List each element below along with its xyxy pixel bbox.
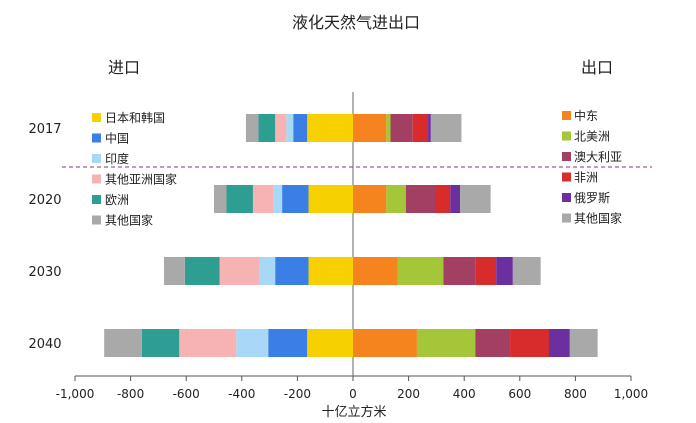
bar-export-segment (443, 257, 476, 285)
bar-export-segment (412, 114, 429, 142)
legend-swatch (562, 193, 571, 202)
bar-export-segment (428, 114, 431, 142)
bar-import-segment (258, 114, 276, 142)
legend-label: 印度 (105, 151, 129, 166)
category-label: 2017 (28, 122, 61, 137)
bar-export-segment (510, 329, 549, 357)
legend-swatch (562, 131, 571, 141)
bar-export-segment (386, 114, 391, 142)
bar-export-segment (569, 329, 598, 357)
bar-export-segment (353, 114, 387, 142)
bar-export-segment (416, 329, 476, 357)
bar-import-segment (104, 329, 142, 357)
bar-import-segment (307, 114, 353, 142)
bar-export-segment (386, 185, 406, 213)
bar-export-segment (475, 257, 497, 285)
x-tick-label: 600 (508, 387, 531, 401)
bar-import-segment (184, 257, 220, 285)
x-tick-label: -200 (284, 387, 311, 401)
bar-export-segment (353, 329, 417, 357)
bar-export-segment (430, 114, 462, 142)
x-tick-label: 0 (349, 387, 357, 401)
bar-import-segment (282, 185, 309, 213)
legend-label: 中东 (574, 108, 598, 123)
bar-import-segment (293, 114, 308, 142)
legend-label: 澳大利亚 (574, 150, 622, 164)
bar-import-segment (308, 185, 353, 213)
bar-export-segment (548, 329, 570, 357)
bar-import-segment (259, 257, 276, 285)
legend-label: 其他亚洲国家 (105, 172, 177, 187)
bar-export-segment (475, 329, 511, 357)
x-tick-label: 1,000 (614, 387, 648, 401)
x-tick-label: -1,000 (56, 387, 95, 401)
bar-import-segment (273, 185, 283, 213)
legend-label: 其他国家 (574, 211, 622, 226)
bar-import-segment (308, 257, 353, 285)
bar-import-segment (163, 257, 185, 285)
legend-swatch (92, 113, 101, 122)
legend-swatch (562, 213, 571, 223)
legend-swatch (562, 172, 571, 182)
bar-import-segment (226, 185, 253, 213)
bar-import-segment (268, 329, 308, 357)
bar-import-segment (275, 114, 287, 142)
chart-title: 液化天然气进出口 (292, 13, 420, 32)
bar-export-segment (460, 185, 491, 213)
legend-label: 俄罗斯 (574, 191, 610, 205)
legend-swatch (562, 111, 571, 120)
bar-import-segment (307, 329, 353, 357)
import-side-label: 进口 (108, 58, 140, 77)
bar-export-segment (397, 257, 444, 285)
export-side-label: 出口 (581, 58, 613, 77)
x-tick-label: -600 (173, 387, 200, 401)
bar-export-segment (353, 257, 398, 285)
x-tick-label: 200 (397, 387, 420, 401)
category-label: 2020 (28, 193, 61, 208)
x-tick-label: 400 (453, 387, 476, 401)
x-tick-label: -400 (228, 387, 255, 401)
legend-label: 其他国家 (105, 213, 153, 228)
legend-swatch (562, 152, 571, 161)
bar-export-segment (435, 185, 451, 213)
bar-export-segment (496, 257, 513, 285)
bar-export-segment (512, 257, 541, 285)
bar-export-segment (405, 185, 436, 213)
legend-swatch (92, 154, 101, 163)
bar-import-segment (141, 329, 180, 357)
plot-area: -1,000 -800 -600 -400 -200 0 200 400 600 800 1,000… (28, 92, 652, 401)
bar-import-segment (286, 114, 294, 142)
bar-import-segment (275, 257, 309, 285)
category-label: 2040 (28, 337, 61, 352)
x-tick-label: 800 (564, 387, 587, 401)
bar-import-segment (219, 257, 260, 285)
bar-import-segment (179, 329, 237, 357)
bar-import-segment (236, 329, 269, 357)
bar-export-segment (353, 185, 387, 213)
bar-import-segment (252, 185, 274, 213)
legend-label: 中国 (105, 131, 129, 146)
bar-export-segment (450, 185, 461, 213)
legend-label: 非洲 (574, 171, 598, 185)
category-label: 2030 (28, 265, 61, 280)
bar-export-segment (390, 114, 413, 142)
bar-import-segment (245, 114, 259, 142)
legend-swatch (92, 215, 101, 225)
legend-swatch (92, 133, 101, 143)
x-axis-label: 十亿立方米 (321, 404, 386, 420)
bar-import-segment (214, 185, 227, 213)
x-tick-label: -800 (117, 387, 144, 401)
legend-label: 欧洲 (105, 193, 129, 207)
legend-swatch (92, 174, 101, 184)
legend-swatch (92, 195, 101, 204)
legend-label: 日本和韩国 (105, 110, 165, 125)
legend-label: 北美洲 (574, 130, 610, 144)
